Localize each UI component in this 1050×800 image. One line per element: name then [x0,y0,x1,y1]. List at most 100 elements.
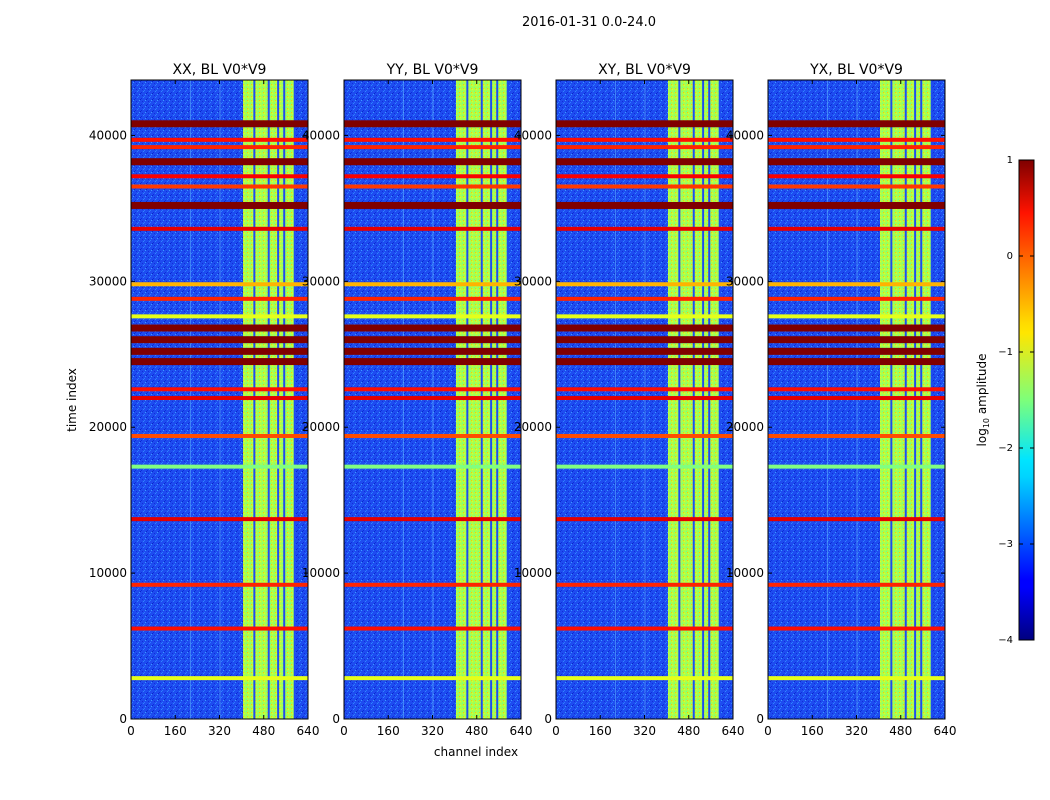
x-tick-label: 160 [377,724,400,738]
flagged-row [344,517,521,522]
flagged-row [131,174,308,179]
panels-group: XX, BL V0*V9 0 160 320 480 640 0 10000 20000 3000… [89,62,957,738]
colorbar-tick-label: 1 [1007,155,1013,166]
flagged-row [768,282,945,287]
y-tick-label: 40000 [302,128,340,142]
flagged-row [556,174,733,179]
flagged-row [131,387,308,392]
flagged-row [344,676,521,681]
flagged-row [344,120,521,128]
x-tick-label: 320 [421,724,444,738]
flagged-row [768,314,945,319]
flagged-row [131,626,308,631]
flagged-row [556,626,733,631]
x-tick-label: 0 [340,724,348,738]
flagged-row [556,358,733,366]
y-tick-label: 0 [544,712,552,726]
flagged-row [131,296,308,301]
x-axis-label: channel index [434,745,518,759]
flagged-row [556,347,733,355]
flagged-row [344,582,521,587]
flagged-row [344,296,521,301]
flagged-row [768,464,945,469]
colorbar-label-subscript: 10 [982,418,991,428]
flagged-row [344,158,521,166]
flagged-row [131,358,308,366]
x-tick-label: 320 [208,724,231,738]
x-tick-label: 640 [510,724,533,738]
flagged-row [131,158,308,166]
x-tick-label: 320 [845,724,868,738]
y-axis-label: time index [65,368,79,432]
flagged-row [131,282,308,287]
x-tick-label: 640 [297,724,320,738]
flagged-row [768,626,945,631]
flagged-row [556,433,733,438]
flagged-row [131,324,308,332]
flagged-row [768,174,945,179]
flagged-row [344,137,521,142]
y-tick-label: 30000 [726,274,764,288]
x-tick-label: 160 [164,724,187,738]
x-tick-label: 480 [889,724,912,738]
x-tick-label: 160 [589,724,612,738]
flagged-row [344,226,521,231]
flagged-row [556,324,733,332]
flagged-row [556,145,733,150]
colorbar-label: log10 amplitude [975,354,991,447]
flagged-row [556,517,733,522]
y-tick-label: 10000 [89,566,127,580]
flagged-row [556,336,733,344]
y-tick-label: 0 [756,712,764,726]
y-tick-label: 10000 [302,566,340,580]
panel-title: YY, BL V0*V9 [386,62,479,78]
y-tick-label: 20000 [514,420,552,434]
colorbar-label-base: log [975,428,989,446]
flagged-row [768,226,945,231]
colorbar-tick-label: 0 [1007,251,1013,262]
flagged-row [768,387,945,392]
x-tick-label: 160 [801,724,824,738]
flagged-row [556,120,733,128]
flagged-row [768,676,945,681]
y-tick-label: 30000 [302,274,340,288]
y-tick-label: 10000 [514,566,552,580]
y-tick-label: 20000 [302,420,340,434]
flagged-row [768,358,945,366]
flagged-row [768,582,945,587]
x-tick-label: 0 [127,724,135,738]
flagged-row [131,137,308,142]
panel-4: YX, BL V0*V9 0 160 320 480 640 0 10000 20000 3000… [726,62,957,738]
x-tick-label: 480 [465,724,488,738]
x-tick-label: 0 [552,724,560,738]
flagged-row [556,296,733,301]
flagged-row [768,201,945,209]
x-tick-label: 480 [252,724,275,738]
flagged-row [131,145,308,150]
colorbar-tick-label: −2 [998,443,1013,454]
y-tick-label: 30000 [514,274,552,288]
x-tick-label: 0 [764,724,772,738]
flagged-row [344,433,521,438]
flagged-row [768,433,945,438]
flagged-row [344,145,521,150]
y-tick-label: 0 [119,712,127,726]
flagged-row [344,314,521,319]
panel-1: XX, BL V0*V9 0 160 320 480 640 0 10000 20000 3000… [89,62,320,738]
panel-title: XX, BL V0*V9 [173,62,267,78]
flagged-row [556,464,733,469]
flagged-row [344,174,521,179]
flagged-row [556,676,733,681]
panel-2: YY, BL V0*V9 0 160 320 480 640 0 10000 20000 3000… [302,62,533,738]
panel-title: YX, BL V0*V9 [809,62,903,78]
flagged-row [556,137,733,142]
y-tick-label: 20000 [726,420,764,434]
x-tick-label: 320 [633,724,656,738]
flagged-row [344,184,521,189]
flagged-row [768,336,945,344]
panel-title: XY, BL V0*V9 [598,62,691,78]
flagged-row [344,336,521,344]
flagged-row [556,396,733,401]
flagged-row [131,433,308,438]
flagged-row [344,626,521,631]
